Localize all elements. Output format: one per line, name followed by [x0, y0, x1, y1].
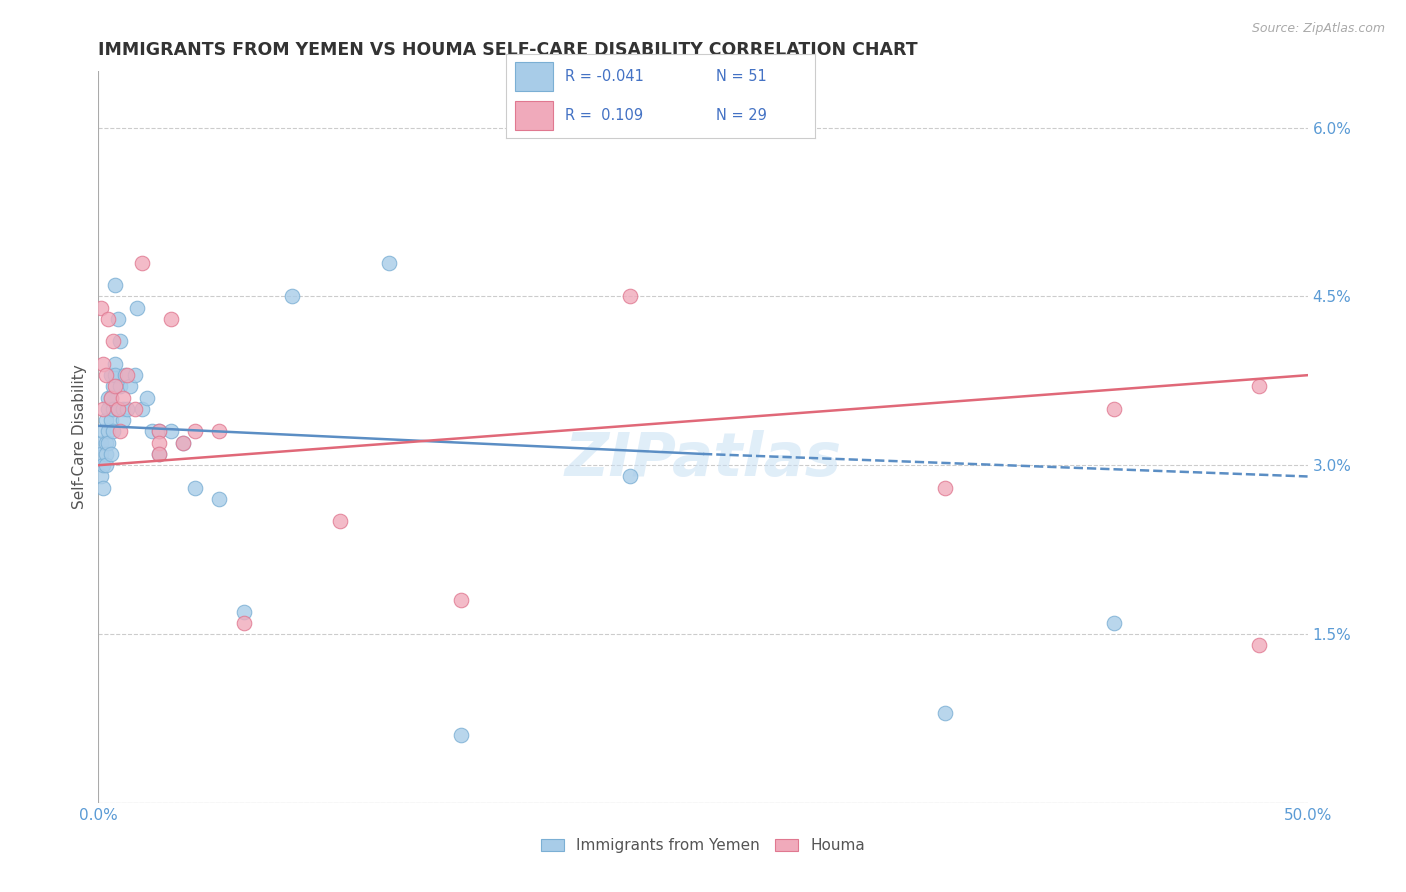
- Point: [97, 312, 120, 326]
- Point: [1249, 638, 1271, 652]
- Point: [232, 605, 254, 619]
- Text: IMMIGRANTS FROM YEMEN VS HOUMA SELF-CARE DISABILITY CORRELATION CHART: IMMIGRANTS FROM YEMEN VS HOUMA SELF-CARE…: [98, 41, 918, 59]
- Text: ZIPatlas: ZIPatlas: [564, 430, 842, 489]
- Point: [108, 334, 131, 349]
- Point: [101, 334, 124, 349]
- Point: [94, 458, 117, 473]
- Point: [104, 357, 127, 371]
- Point: [232, 615, 254, 630]
- Point: [184, 425, 207, 439]
- Point: [100, 368, 122, 383]
- Point: [94, 368, 117, 383]
- Point: [450, 728, 472, 742]
- Point: [131, 401, 153, 416]
- Point: [97, 401, 120, 416]
- Point: [114, 368, 136, 383]
- Point: [127, 301, 149, 315]
- Point: [117, 368, 139, 383]
- Point: [281, 289, 304, 303]
- Point: [160, 425, 183, 439]
- Point: [117, 401, 139, 416]
- Point: [101, 401, 124, 416]
- Legend: Immigrants from Yemen, Houma: Immigrants from Yemen, Houma: [533, 830, 873, 861]
- Point: [97, 391, 120, 405]
- Point: [208, 491, 231, 506]
- Point: [97, 435, 120, 450]
- Y-axis label: Self-Care Disability: Self-Care Disability: [72, 365, 87, 509]
- Point: [619, 289, 641, 303]
- Text: N = 29: N = 29: [717, 108, 768, 123]
- Point: [107, 401, 129, 416]
- Point: [1249, 379, 1271, 393]
- Point: [148, 435, 170, 450]
- Text: N = 51: N = 51: [717, 69, 768, 84]
- Point: [100, 447, 122, 461]
- Point: [131, 255, 153, 269]
- FancyBboxPatch shape: [516, 101, 553, 130]
- Point: [135, 391, 157, 405]
- Point: [184, 481, 207, 495]
- Text: R =  0.109: R = 0.109: [565, 108, 643, 123]
- Point: [118, 379, 141, 393]
- Point: [91, 481, 114, 495]
- FancyBboxPatch shape: [516, 62, 553, 91]
- Point: [100, 391, 122, 405]
- Point: [108, 425, 131, 439]
- Point: [450, 593, 472, 607]
- Point: [934, 706, 956, 720]
- Point: [934, 481, 956, 495]
- Point: [141, 425, 163, 439]
- Point: [91, 458, 114, 473]
- Point: [148, 447, 170, 461]
- Point: [1102, 401, 1125, 416]
- Point: [160, 312, 183, 326]
- Point: [100, 413, 122, 427]
- Point: [148, 425, 170, 439]
- Point: [104, 368, 127, 383]
- Point: [100, 391, 122, 405]
- Point: [208, 425, 231, 439]
- Point: [90, 447, 112, 461]
- Point: [91, 425, 114, 439]
- Point: [108, 379, 131, 393]
- Point: [94, 413, 117, 427]
- Point: [111, 401, 134, 416]
- Point: [101, 425, 124, 439]
- Point: [172, 435, 194, 450]
- Point: [101, 379, 124, 393]
- Point: [104, 278, 127, 293]
- Point: [94, 435, 117, 450]
- Point: [107, 401, 129, 416]
- Point: [111, 391, 134, 405]
- Point: [1102, 615, 1125, 630]
- Point: [107, 312, 129, 326]
- Text: Source: ZipAtlas.com: Source: ZipAtlas.com: [1251, 22, 1385, 36]
- Point: [148, 447, 170, 461]
- Point: [104, 379, 127, 393]
- Point: [124, 368, 146, 383]
- Point: [124, 401, 146, 416]
- Point: [91, 401, 114, 416]
- Point: [148, 425, 170, 439]
- Point: [97, 425, 120, 439]
- Point: [377, 255, 399, 269]
- Point: [111, 413, 134, 427]
- Point: [91, 357, 114, 371]
- Point: [90, 301, 112, 315]
- Point: [172, 435, 194, 450]
- Text: R = -0.041: R = -0.041: [565, 69, 644, 84]
- Point: [94, 447, 117, 461]
- Point: [90, 469, 112, 483]
- Point: [90, 435, 112, 450]
- Point: [619, 469, 641, 483]
- Point: [329, 515, 352, 529]
